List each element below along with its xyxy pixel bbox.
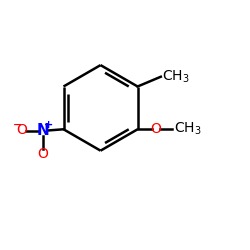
Text: CH$_3$: CH$_3$ — [162, 68, 190, 85]
Text: N: N — [36, 123, 49, 138]
Text: CH$_3$: CH$_3$ — [174, 121, 202, 138]
Text: O: O — [150, 122, 161, 136]
Text: +: + — [44, 120, 53, 130]
Text: O: O — [16, 124, 28, 138]
Text: −: − — [12, 120, 22, 130]
Text: O: O — [37, 147, 48, 161]
